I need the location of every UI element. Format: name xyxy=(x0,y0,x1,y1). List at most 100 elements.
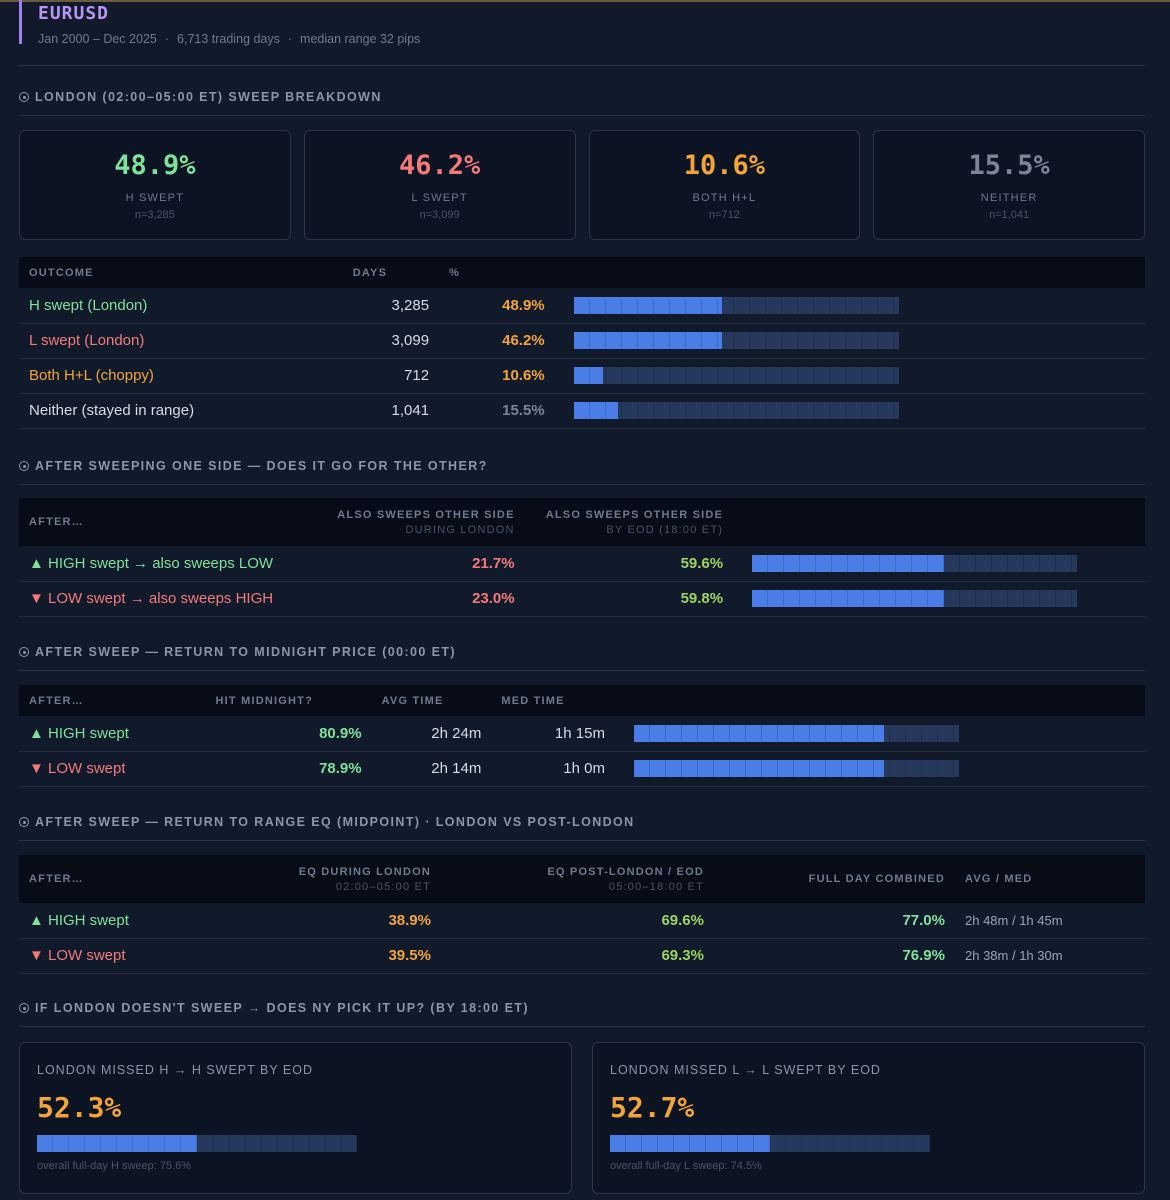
stat-cards: 48.9% H SWEPT n=3,285 46.2% L SWEPT n=3,… xyxy=(19,130,1145,240)
outcome-days: 712 xyxy=(342,358,440,394)
col-after: AFTER… xyxy=(29,873,84,885)
table-row: ▼ LOW swept 39.5% 69.3% 76.9% 2h 38m / 1… xyxy=(19,938,1145,974)
table-row: ▲ HIGH swept 80.9% 2h 24m 1h 15m xyxy=(19,716,1145,752)
divider xyxy=(19,484,1145,485)
divider xyxy=(19,65,1145,66)
outcome-pct: 46.2% xyxy=(439,323,555,359)
eq-post-value: 69.6% xyxy=(441,903,714,939)
table-header-row: OUTCOME DAYS % xyxy=(19,257,1145,288)
table-header-row: AFTER… EQ DURING LONDON 02:00–05:00 ET EQ… xyxy=(19,855,1145,903)
table-header-row: AFTER… HIT MIDNIGHT? AVG TIME MED TIME xyxy=(19,685,1145,716)
stat-label: H SWEPT xyxy=(125,192,185,204)
date-range: Jan 2000 – Dec 2025 xyxy=(38,32,157,46)
header-meta: Jan 2000 – Dec 2025 · 6,713 trading days · m… xyxy=(38,32,421,46)
avg-time: 2h 24m xyxy=(371,716,492,752)
progress-fill xyxy=(37,1135,197,1152)
stat-label: L SWEPT xyxy=(411,192,468,204)
progress-bar xyxy=(573,402,899,419)
progress-bar xyxy=(633,760,959,777)
stat-value: 48.9% xyxy=(114,150,196,181)
top-accent-line xyxy=(0,0,1170,2)
stat-value: 15.5% xyxy=(968,150,1050,181)
col-outcome: OUTCOME xyxy=(29,266,94,279)
ny-card-value: 52.3% xyxy=(37,1091,122,1124)
full-day-value: 76.9% xyxy=(714,938,955,974)
outcome-label: L swept (London) xyxy=(19,323,343,359)
row-label: ▲ HIGH swept xyxy=(19,716,197,752)
progress-fill xyxy=(610,1135,770,1152)
progress-bar xyxy=(37,1135,357,1152)
outcome-pct: 15.5% xyxy=(439,393,555,429)
progress-fill xyxy=(633,724,885,742)
eq-post-value: 69.3% xyxy=(441,938,714,974)
progress-bar xyxy=(610,1135,930,1152)
outcome-label: Both H+L (choppy) xyxy=(19,358,343,394)
col-after: AFTER… xyxy=(29,694,84,707)
progress-bar xyxy=(573,332,899,349)
table-row: H swept (London) 3,285 48.9% xyxy=(19,288,1145,324)
progress-fill xyxy=(573,367,603,384)
row-label: ▲ HIGH swept → also sweeps LOW xyxy=(19,546,318,582)
row-label: ▼ LOW swept → also sweeps HIGH xyxy=(19,581,318,617)
ny-card-missed-l: LONDON MISSED L → L SWEPT BY EOD 52.7% o… xyxy=(592,1042,1145,1194)
med-time: 1h 0m xyxy=(491,751,615,787)
page-header: EURUSD Jan 2000 – Dec 2025 · 6,713 trading… xyxy=(19,0,421,46)
midnight-table: AFTER… HIT MIDNIGHT? AVG TIME MED TIME ▲… xyxy=(19,685,1145,787)
stat-count: n=1,041 xyxy=(989,209,1030,221)
stat-label: BOTH H+L xyxy=(692,192,757,204)
col-avg-med: AVG / MED xyxy=(965,873,1033,885)
full-day-value: 77.0% xyxy=(714,903,955,939)
col-by-eod: ALSO SWEEPS OTHER SIDE BY EOD (18:00 ET) xyxy=(545,508,724,536)
progress-fill xyxy=(752,554,944,572)
target-icon xyxy=(19,461,29,471)
ny-card-label: LONDON MISSED H → H SWEPT BY EOD xyxy=(37,1063,314,1077)
table-row: ▼ LOW swept → also sweeps HIGH 23.0% 59.… xyxy=(19,581,1145,617)
target-icon xyxy=(19,647,29,657)
row-label: ▼ LOW swept xyxy=(19,938,229,974)
table-row: ▼ LOW swept 78.9% 2h 14m 1h 0m xyxy=(19,751,1145,787)
target-icon xyxy=(19,817,29,827)
row-label: ▲ HIGH swept xyxy=(19,903,229,939)
stat-value: 46.2% xyxy=(398,150,481,181)
eq-london-value: 38.9% xyxy=(229,903,441,939)
progress-bar xyxy=(752,554,1078,572)
target-icon xyxy=(19,92,29,102)
stat-card-neither: 15.5% NEITHER n=1,041 xyxy=(873,130,1145,240)
outcome-days: 1,041 xyxy=(342,393,440,429)
eod-value: 59.6% xyxy=(524,546,734,582)
med-time: 1h 15m xyxy=(491,716,615,752)
ny-card-missed-h: LONDON MISSED H → H SWEPT BY EOD 52.3% o… xyxy=(19,1042,572,1194)
stat-count: n=3,099 xyxy=(419,209,460,221)
section-title-midnight: AFTER SWEEP — RETURN TO MIDNIGHT PRICE (… xyxy=(19,645,456,659)
table-row: ▲ HIGH swept 38.9% 69.6% 77.0% 2h 48m / … xyxy=(19,903,1145,939)
section-title-range-eq: AFTER SWEEP — RETURN TO RANGE EQ (MIDPOI… xyxy=(19,815,635,829)
col-after: AFTER… xyxy=(29,516,84,528)
during-value: 23.0% xyxy=(317,581,525,617)
outcome-label: H swept (London) xyxy=(19,288,343,324)
stat-value: 10.6% xyxy=(683,150,766,181)
stat-label: NEITHER xyxy=(980,192,1038,204)
col-eq-london: EQ DURING LONDON 02:00–05:00 ET xyxy=(298,865,431,893)
during-value: 21.7% xyxy=(317,546,525,582)
progress-bar xyxy=(573,296,899,314)
divider xyxy=(19,840,1145,841)
progress-fill xyxy=(573,332,722,349)
row-label: ▼ LOW swept xyxy=(19,751,197,787)
target-icon xyxy=(19,1003,29,1013)
hit-value: 80.9% xyxy=(196,716,372,752)
col-pct: % xyxy=(449,266,461,279)
range-eq-table: AFTER… EQ DURING LONDON 02:00–05:00 ET EQ… xyxy=(19,855,1145,974)
section-title-ny-pickup: IF LONDON DOESN'T SWEEP → DOES NY PICK I… xyxy=(19,1001,529,1015)
stat-card-h-swept: 48.9% H SWEPT n=3,285 xyxy=(19,130,291,240)
ny-card-footnote: overall full-day L sweep: 74.5% xyxy=(610,1160,762,1172)
progress-bar xyxy=(573,367,899,384)
eod-value: 59.8% xyxy=(524,581,734,617)
outcome-days: 3,285 xyxy=(342,288,440,324)
stat-count: n=712 xyxy=(708,209,740,221)
col-during-london: ALSO SWEEPS OTHER SIDE DURING LONDON xyxy=(337,508,515,536)
eq-london-value: 39.5% xyxy=(229,938,441,974)
avg-med-value: 2h 38m / 1h 30m xyxy=(955,938,1145,974)
col-avg-time: AVG TIME xyxy=(381,694,444,707)
progress-fill xyxy=(573,402,618,419)
progress-bar xyxy=(752,590,1078,607)
